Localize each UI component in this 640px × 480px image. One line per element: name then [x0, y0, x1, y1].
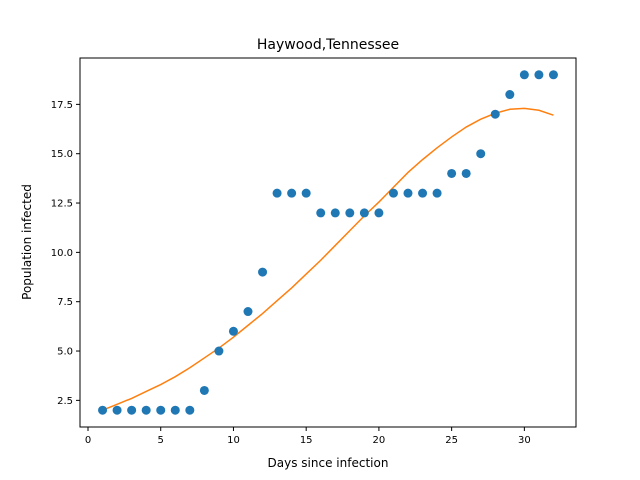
y-tick-label: 12.5 [51, 199, 73, 210]
x-tick-label: 30 [518, 435, 531, 446]
data-point [476, 149, 486, 159]
data-point [287, 188, 297, 198]
data-point [388, 188, 398, 198]
data-point [243, 307, 253, 317]
fit-curve-line [102, 107, 554, 411]
x-tick-label: 15 [300, 435, 313, 446]
data-point [359, 208, 369, 218]
x-tick-label: 0 [85, 435, 91, 446]
x-tick-label: 10 [227, 435, 240, 446]
data-point [156, 405, 166, 415]
x-axis-label: Days since infection [268, 456, 389, 470]
data-point [534, 70, 544, 80]
data-point [403, 188, 413, 198]
data-point [170, 405, 180, 415]
plot-frame [79, 57, 577, 428]
x-tick-label: 25 [445, 435, 458, 446]
data-point [447, 168, 457, 178]
x-tick-label: 5 [158, 435, 164, 446]
data-point [548, 70, 558, 80]
data-point [98, 405, 108, 415]
data-point [141, 405, 151, 415]
data-point [301, 188, 311, 198]
data-point [228, 326, 238, 336]
plot-area [98, 70, 558, 415]
data-point [316, 208, 326, 218]
y-tick-label: 10.0 [51, 248, 73, 259]
data-point [432, 188, 442, 198]
data-point [418, 188, 428, 198]
y-tick-label: 2.5 [57, 396, 73, 407]
data-point [345, 208, 355, 218]
data-point [258, 267, 268, 277]
data-point [272, 188, 282, 198]
data-point [330, 208, 340, 218]
y-tick-label: 7.5 [57, 297, 73, 308]
data-point [490, 109, 500, 119]
x-tick-label: 20 [373, 435, 386, 446]
data-point [112, 405, 122, 415]
y-axis-label: Population infected [20, 184, 34, 300]
data-point [505, 90, 515, 100]
data-point [127, 405, 137, 415]
y-tick-label: 5.0 [57, 347, 73, 358]
chart-title: Haywood,Tennessee [257, 37, 399, 53]
data-point [519, 70, 529, 80]
data-point [199, 385, 209, 395]
data-point [214, 346, 224, 356]
y-tick-label: 15.0 [51, 149, 73, 160]
data-point [185, 405, 195, 415]
data-point [461, 168, 471, 178]
data-point [374, 208, 384, 218]
axes: 0 5 10 15 20 25 30 2.5 5.0 7.5 10.0 12.5 15.0 17.5 [51, 57, 577, 446]
y-tick-label: 17.5 [51, 100, 73, 111]
